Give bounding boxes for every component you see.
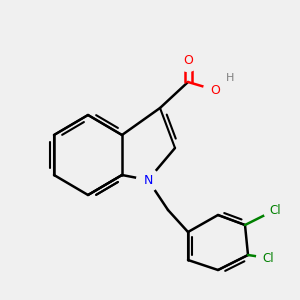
Circle shape xyxy=(219,67,242,89)
Text: O: O xyxy=(210,83,220,97)
Text: Cl: Cl xyxy=(269,203,281,217)
Text: N: N xyxy=(143,173,153,187)
Text: Cl: Cl xyxy=(262,251,274,265)
Circle shape xyxy=(204,79,226,101)
Text: O: O xyxy=(183,53,193,67)
Text: H: H xyxy=(226,73,234,83)
Circle shape xyxy=(177,49,200,71)
Circle shape xyxy=(256,247,279,269)
Circle shape xyxy=(264,199,286,221)
Circle shape xyxy=(136,169,159,191)
